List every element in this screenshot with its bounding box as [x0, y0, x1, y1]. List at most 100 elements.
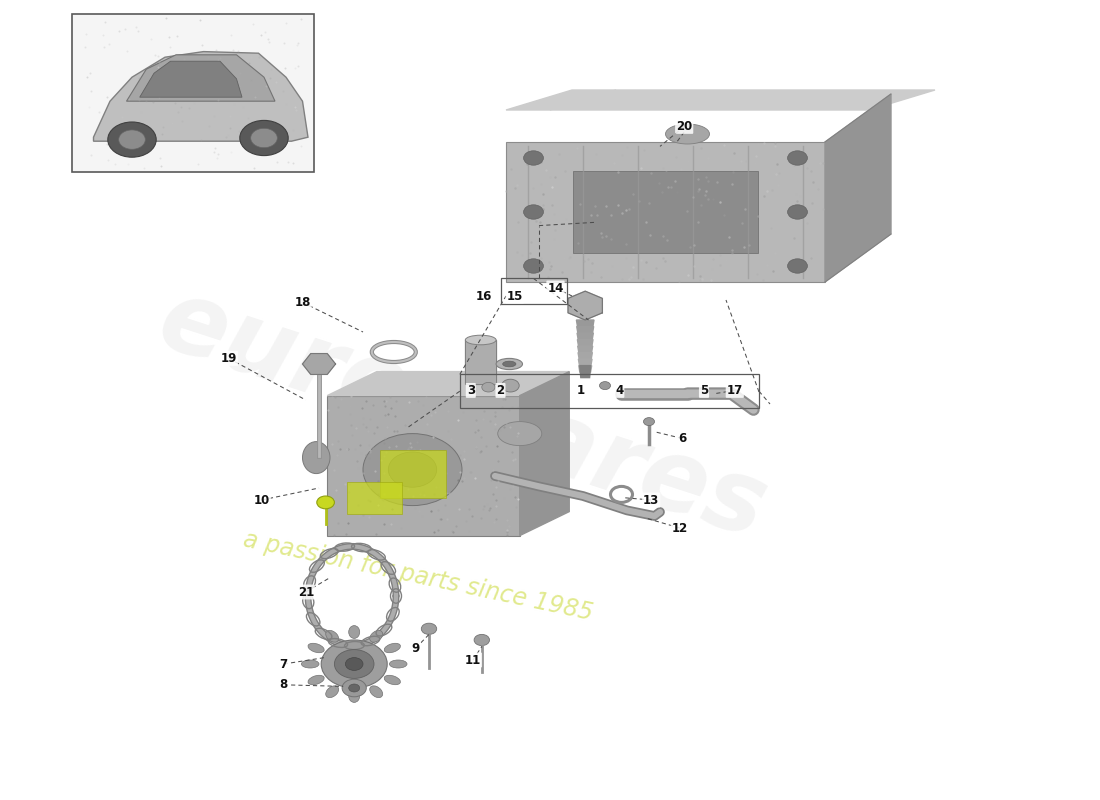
- Ellipse shape: [308, 643, 324, 653]
- Point: [197, 63, 215, 76]
- Point: [656, 254, 673, 267]
- Point: [715, 209, 733, 222]
- Point: [329, 517, 346, 530]
- Circle shape: [108, 122, 156, 157]
- Point: [349, 454, 366, 467]
- Point: [361, 443, 378, 456]
- Point: [620, 203, 638, 216]
- Point: [487, 439, 505, 452]
- Point: [361, 438, 378, 451]
- Point: [375, 518, 393, 530]
- Point: [415, 512, 432, 525]
- Point: [475, 499, 493, 512]
- Point: [715, 138, 733, 151]
- Point: [613, 149, 630, 162]
- Point: [286, 101, 304, 114]
- Point: [659, 233, 676, 246]
- Point: [798, 207, 815, 220]
- Point: [175, 64, 192, 77]
- Point: [509, 215, 527, 228]
- Point: [226, 98, 243, 110]
- Circle shape: [317, 496, 334, 509]
- Point: [556, 251, 573, 264]
- Point: [178, 67, 196, 80]
- Point: [422, 505, 440, 518]
- Ellipse shape: [301, 660, 319, 668]
- Point: [717, 254, 735, 266]
- Point: [340, 494, 358, 507]
- Point: [110, 25, 128, 38]
- Point: [487, 494, 505, 507]
- Point: [700, 174, 717, 187]
- Point: [353, 480, 371, 493]
- Point: [814, 157, 832, 170]
- Point: [670, 274, 688, 287]
- Point: [795, 156, 813, 169]
- Point: [653, 185, 671, 198]
- Point: [582, 266, 600, 278]
- Point: [486, 422, 504, 435]
- Point: [361, 446, 378, 458]
- Point: [524, 182, 541, 194]
- Point: [431, 513, 449, 526]
- Point: [692, 270, 710, 282]
- Point: [799, 217, 816, 230]
- Point: [207, 142, 224, 154]
- Circle shape: [524, 150, 543, 166]
- FancyBboxPatch shape: [72, 14, 314, 172]
- Point: [502, 421, 519, 434]
- Point: [553, 266, 571, 278]
- Point: [387, 439, 405, 452]
- Point: [708, 175, 726, 188]
- Point: [229, 80, 246, 93]
- Point: [812, 157, 829, 170]
- Point: [458, 514, 475, 527]
- Point: [244, 104, 262, 117]
- Point: [284, 156, 301, 169]
- Point: [550, 147, 568, 160]
- Point: [487, 499, 505, 512]
- Point: [375, 450, 393, 462]
- Point: [449, 474, 466, 486]
- Point: [437, 486, 454, 499]
- Point: [195, 71, 212, 84]
- Point: [180, 102, 198, 114]
- Point: [353, 402, 371, 414]
- Circle shape: [388, 452, 437, 487]
- Point: [504, 190, 521, 203]
- Point: [507, 501, 525, 514]
- Point: [696, 188, 714, 201]
- Text: 18: 18: [295, 296, 310, 309]
- Point: [685, 260, 703, 273]
- Point: [802, 207, 820, 220]
- Point: [346, 422, 364, 434]
- Circle shape: [349, 684, 360, 692]
- Point: [500, 266, 518, 279]
- Point: [438, 466, 455, 479]
- Point: [597, 230, 615, 242]
- Point: [211, 52, 229, 65]
- Point: [399, 460, 417, 473]
- Text: 13: 13: [644, 494, 659, 506]
- Point: [451, 502, 469, 515]
- Circle shape: [474, 634, 490, 646]
- Point: [502, 482, 519, 495]
- Point: [748, 268, 766, 281]
- Point: [370, 474, 387, 487]
- Point: [117, 22, 134, 35]
- Point: [351, 439, 369, 452]
- Point: [240, 112, 257, 125]
- Point: [381, 441, 398, 454]
- Point: [486, 410, 504, 422]
- Point: [570, 236, 587, 249]
- Point: [341, 485, 359, 498]
- Point: [421, 446, 439, 458]
- Point: [125, 133, 143, 146]
- Point: [339, 443, 356, 456]
- Point: [632, 162, 650, 174]
- Point: [623, 270, 640, 283]
- Point: [169, 106, 187, 118]
- Point: [440, 487, 458, 500]
- Point: [660, 181, 678, 194]
- Point: [521, 235, 539, 248]
